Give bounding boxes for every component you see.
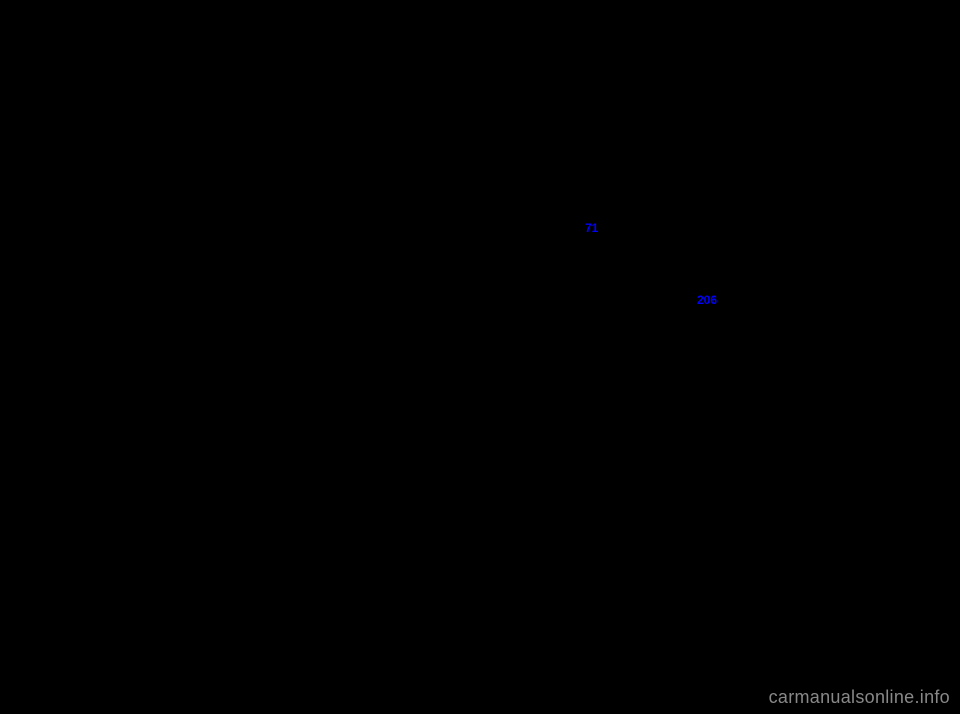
text: For information on how to handle and pro… — [515, 102, 888, 138]
paragraph: When playing a disc, you will see the cu… — [515, 232, 900, 274]
paragraph: You operate the disc changer with the sa… — [60, 156, 445, 198]
left-column: Your audio system has an in-dash disc ch… — [60, 100, 445, 357]
watermark-text: carmanualsonline.info — [769, 687, 950, 708]
content-columns: Your audio system has an in-dash disc ch… — [60, 100, 900, 357]
page-reference-link[interactable]: 206 — [697, 293, 717, 307]
section-title: Audio System — [60, 45, 900, 68]
paragraph: To load discs, your vehicle's ignition s… — [60, 211, 445, 253]
heading-area: Audio System — [60, 45, 900, 68]
paragraph: For best results when using CD-R or CD-R… — [515, 156, 900, 218]
manual-page: Audio System Your audio system has an in… — [0, 0, 960, 714]
paragraph: For information on how to handle and pro… — [515, 100, 900, 142]
paragraph: To load discs, press and release the LOA… — [60, 302, 445, 344]
paragraph: Your audio system has an in-dash disc ch… — [60, 100, 445, 142]
right-column: For information on how to handle and pro… — [515, 100, 900, 357]
sub-heading: Loading Discs in the Changer — [60, 267, 445, 288]
page-reference-link[interactable]: 71 — [585, 221, 598, 235]
text: . — [548, 123, 552, 138]
